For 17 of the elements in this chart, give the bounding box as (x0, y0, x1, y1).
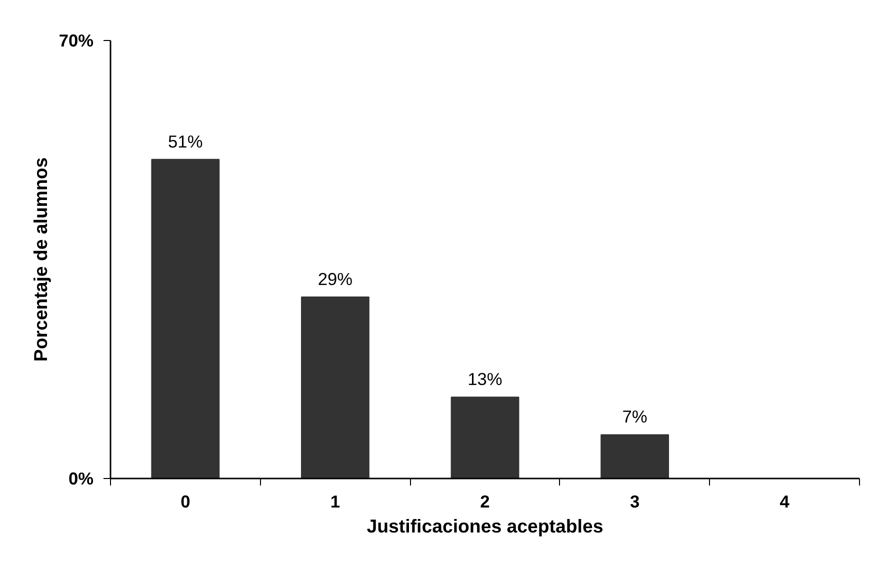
data-label: 13% (468, 369, 502, 390)
bar (600, 434, 670, 478)
y-tick-label: 0% (68, 468, 94, 488)
x-tick-label: 1 (330, 492, 340, 512)
y-tick-label: 70% (58, 30, 94, 50)
x-tick-label: 3 (630, 492, 640, 512)
x-tick-label: 0 (180, 492, 190, 512)
bar (450, 396, 520, 478)
y-axis-title: Porcentaje de alumnos (30, 157, 51, 362)
x-tick-label: 4 (780, 492, 790, 512)
x-axis-title: Justificaciones aceptables (366, 516, 604, 536)
bar (151, 158, 220, 478)
x-tick-label: 2 (480, 492, 490, 512)
data-label: 7% (622, 406, 648, 427)
data-label: 51% (168, 131, 203, 152)
data-label: 29% (318, 269, 353, 290)
bar (300, 296, 370, 478)
